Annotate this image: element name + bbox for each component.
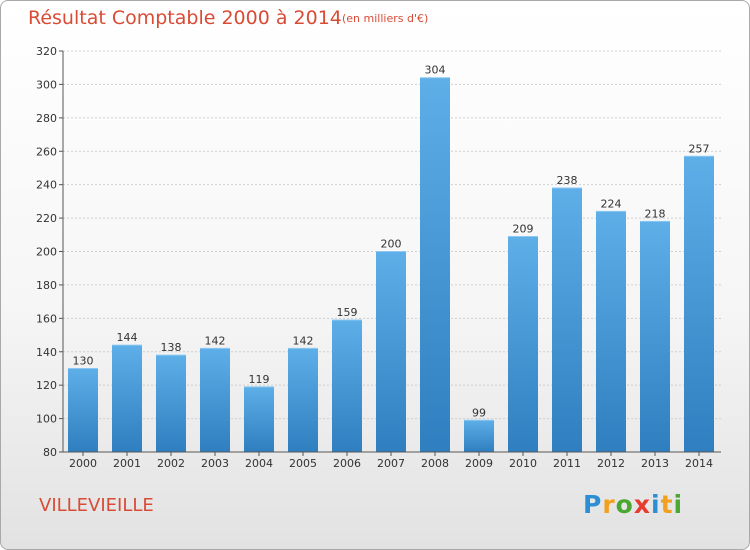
value-label-2001: 144: [117, 331, 138, 344]
value-label-2008: 304: [425, 64, 446, 77]
y-tick-label-80: 80: [43, 446, 57, 459]
logo-letter: i: [651, 490, 661, 519]
bar-2007: [376, 251, 406, 452]
y-tick-label-200: 200: [36, 246, 57, 259]
bar-2002: [156, 355, 186, 452]
value-label-2012: 224: [601, 197, 622, 210]
bar-2005: [288, 348, 318, 452]
value-label-2005: 142: [293, 334, 314, 347]
y-tick-label-220: 220: [36, 212, 57, 225]
y-tick-label-240: 240: [36, 179, 57, 192]
bar-2004: [244, 386, 274, 452]
bar-2000: [68, 368, 98, 452]
bar-2014: [684, 156, 714, 452]
logo-letter: x: [633, 490, 651, 519]
y-tick-label-180: 180: [36, 279, 57, 292]
value-label-2014: 257: [689, 142, 710, 155]
x-tick-label-2013: 2013: [641, 457, 669, 470]
bar-2011: [552, 188, 582, 452]
x-tick-label-2006: 2006: [333, 457, 361, 470]
x-tick-label-2008: 2008: [421, 457, 449, 470]
value-label-2009: 99: [472, 406, 486, 419]
value-label-2002: 138: [161, 341, 182, 354]
x-tick-label-2004: 2004: [245, 457, 273, 470]
x-tick-label-2010: 2010: [509, 457, 537, 470]
x-tick-label-2012: 2012: [597, 457, 625, 470]
y-tick-label-160: 160: [36, 312, 57, 325]
value-label-2006: 159: [337, 306, 358, 319]
logo-letter: r: [602, 490, 616, 519]
logo-letter: P: [583, 490, 603, 519]
x-tick-label-2014: 2014: [685, 457, 713, 470]
x-tick-label-2005: 2005: [289, 457, 317, 470]
y-tick-label-260: 260: [36, 145, 57, 158]
bar-2008: [420, 77, 450, 452]
x-tick-label-2009: 2009: [465, 457, 493, 470]
value-label-2011: 238: [557, 174, 578, 187]
logo-letter: i: [673, 490, 684, 519]
value-label-2013: 218: [645, 207, 666, 220]
bar-2006: [332, 320, 362, 452]
proxiti-logo: Proxiti: [583, 490, 683, 519]
x-tick-label-2011: 2011: [553, 457, 581, 470]
y-tick-label-140: 140: [36, 346, 57, 359]
y-tick-label-300: 300: [36, 78, 57, 91]
y-tick-label-280: 280: [36, 112, 57, 125]
bar-2003: [200, 348, 230, 452]
x-tick-label-2002: 2002: [157, 457, 185, 470]
bar-2010: [508, 236, 538, 452]
y-tick-label-120: 120: [36, 379, 57, 392]
bar-2012: [596, 211, 626, 452]
x-tick-label-2003: 2003: [201, 457, 229, 470]
value-label-2007: 200: [381, 238, 402, 251]
value-labels: 130 144 138 142 119 142 159 200 304 99 209 238 224 21…: [73, 64, 710, 420]
logo-letter: o: [615, 490, 634, 519]
axes: 80 100 120 140 160 180 200 220 240 260 280 300 320 20…: [36, 45, 721, 470]
x-tick-label-2007: 2007: [377, 457, 405, 470]
chart-title: Résultat Comptable 2000 à 2014: [28, 7, 342, 29]
bar-2013: [640, 221, 670, 452]
value-label-2010: 209: [513, 222, 534, 235]
x-tick-label-2001: 2001: [113, 457, 141, 470]
chart-subtitle: (en milliers d'€): [342, 12, 429, 25]
value-label-2004: 119: [249, 373, 270, 386]
value-label-2003: 142: [205, 334, 226, 347]
x-tick-label-2000: 2000: [69, 457, 97, 470]
y-tick-label-320: 320: [36, 45, 57, 58]
value-label-2000: 130: [73, 354, 94, 367]
bar-2001: [112, 345, 142, 452]
bar-2009: [464, 420, 494, 452]
logo-letter: t: [660, 490, 674, 519]
bars: [68, 77, 714, 452]
y-tick-label-100: 100: [36, 413, 57, 426]
commune-name: VILLEVIEILLE: [39, 495, 154, 516]
